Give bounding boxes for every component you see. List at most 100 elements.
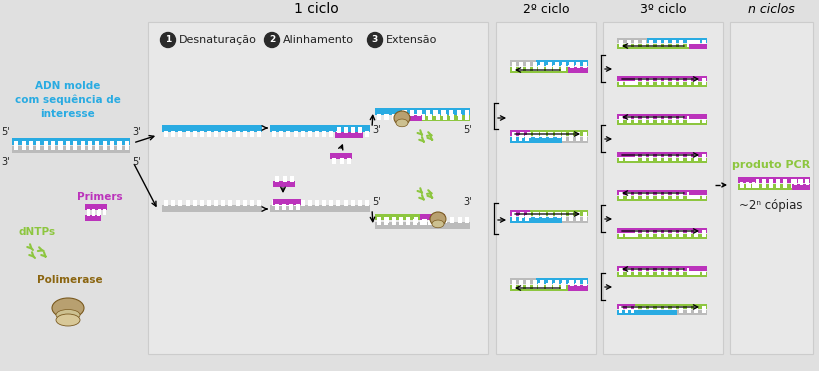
Bar bbox=[250, 200, 254, 206]
Bar bbox=[164, 131, 168, 137]
Bar bbox=[582, 213, 586, 217]
Bar bbox=[616, 44, 706, 49]
Bar bbox=[633, 81, 638, 85]
Bar bbox=[690, 40, 694, 45]
Bar bbox=[509, 137, 561, 143]
Text: ~2ⁿ cópias: ~2ⁿ cópias bbox=[739, 198, 802, 211]
Bar bbox=[701, 309, 705, 313]
Bar bbox=[512, 135, 515, 141]
Bar bbox=[554, 135, 558, 141]
Bar bbox=[678, 270, 682, 275]
Bar bbox=[410, 111, 414, 115]
Bar bbox=[737, 177, 809, 183]
Bar bbox=[797, 180, 801, 184]
Bar bbox=[805, 180, 808, 184]
Bar bbox=[422, 220, 427, 224]
Bar bbox=[329, 200, 333, 206]
Text: 3: 3 bbox=[372, 36, 378, 45]
Bar bbox=[162, 205, 262, 212]
Bar bbox=[540, 213, 544, 217]
Bar bbox=[36, 144, 40, 150]
Text: 3': 3' bbox=[372, 125, 381, 135]
Bar bbox=[616, 152, 634, 157]
Bar bbox=[235, 200, 239, 206]
Bar bbox=[568, 285, 587, 291]
Bar bbox=[391, 220, 395, 224]
Bar bbox=[633, 270, 638, 275]
Bar bbox=[618, 154, 622, 158]
Bar bbox=[554, 132, 558, 138]
Bar bbox=[746, 183, 750, 188]
Bar bbox=[185, 200, 189, 206]
Bar bbox=[701, 40, 705, 45]
Bar bbox=[43, 141, 48, 147]
Bar bbox=[618, 157, 622, 161]
Bar bbox=[649, 194, 653, 199]
Bar bbox=[656, 270, 660, 275]
Bar bbox=[751, 183, 754, 188]
Bar bbox=[537, 283, 541, 289]
Bar bbox=[633, 268, 638, 272]
Bar bbox=[509, 210, 529, 216]
Bar bbox=[694, 43, 698, 47]
Bar bbox=[761, 183, 765, 188]
Bar bbox=[428, 220, 432, 224]
Bar bbox=[576, 280, 580, 286]
Bar bbox=[336, 200, 340, 206]
Bar bbox=[694, 157, 698, 161]
Bar bbox=[671, 233, 675, 237]
Bar bbox=[229, 131, 232, 137]
Bar bbox=[364, 131, 369, 137]
Text: 3': 3' bbox=[2, 157, 10, 167]
Bar bbox=[179, 131, 182, 137]
Bar bbox=[671, 116, 675, 121]
Bar bbox=[80, 141, 84, 147]
Bar bbox=[561, 280, 565, 286]
Bar bbox=[649, 116, 653, 121]
Bar bbox=[526, 213, 530, 217]
Bar bbox=[602, 22, 722, 354]
Bar bbox=[618, 309, 622, 313]
Bar bbox=[671, 154, 675, 158]
Bar bbox=[282, 204, 286, 210]
Bar bbox=[377, 114, 381, 120]
Bar bbox=[624, 309, 627, 313]
Bar bbox=[686, 43, 690, 47]
Bar bbox=[737, 177, 755, 183]
Bar bbox=[509, 130, 529, 136]
Bar bbox=[663, 154, 667, 158]
Bar bbox=[457, 114, 461, 120]
Bar bbox=[701, 233, 705, 237]
Bar bbox=[701, 157, 705, 161]
Bar bbox=[416, 111, 420, 115]
Bar bbox=[656, 154, 660, 158]
Bar bbox=[575, 62, 579, 68]
Bar bbox=[656, 116, 660, 121]
Text: 2º ciclo: 2º ciclo bbox=[523, 3, 568, 16]
Bar bbox=[686, 119, 690, 123]
Bar bbox=[464, 217, 468, 223]
Text: 5': 5' bbox=[132, 157, 141, 167]
Bar bbox=[560, 66, 564, 70]
Bar bbox=[678, 157, 682, 161]
Bar bbox=[616, 196, 706, 201]
Bar bbox=[633, 157, 638, 161]
Bar bbox=[671, 192, 675, 196]
Text: Polimerase: Polimerase bbox=[37, 275, 102, 285]
Bar bbox=[512, 283, 515, 289]
Bar bbox=[441, 111, 445, 115]
Bar bbox=[518, 132, 523, 138]
Bar bbox=[532, 280, 536, 286]
Bar bbox=[624, 233, 627, 237]
Bar bbox=[526, 135, 530, 141]
Text: dNTPs: dNTPs bbox=[18, 227, 56, 237]
Bar bbox=[678, 78, 682, 82]
Bar bbox=[804, 183, 808, 188]
Bar bbox=[346, 158, 351, 164]
Bar bbox=[626, 306, 630, 311]
Bar bbox=[630, 233, 633, 237]
Bar bbox=[656, 157, 660, 161]
Bar bbox=[690, 270, 694, 275]
Bar bbox=[526, 66, 530, 70]
Bar bbox=[616, 76, 706, 81]
